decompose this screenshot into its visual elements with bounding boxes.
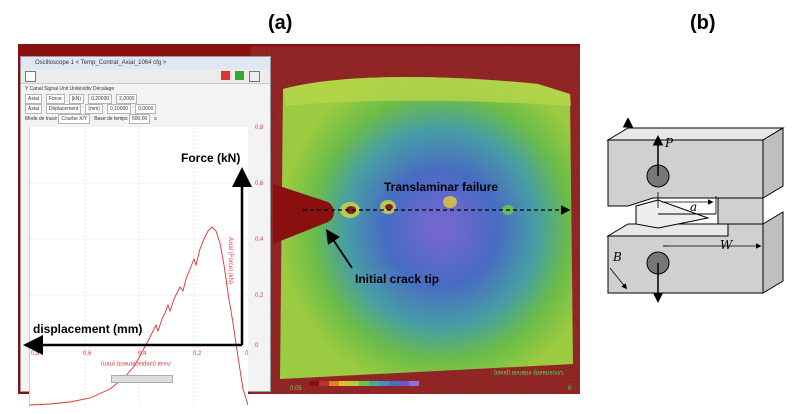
channel-y-row[interactable]: Axial Force (kN) 0,20000 2,0000 [25,94,141,104]
panel-label-a: (a) [268,12,293,34]
translaminar-annotation: Translaminar failure [384,180,499,194]
label-w: W [720,238,733,252]
channel-x-row[interactable]: Axial Déplacement (mm) 0,10000 0,0000 [25,104,160,114]
oscilloscope-window: Oscilloscope 1 < Temp_Contrat_Axial_1064… [20,56,271,407]
x-tick-label: 0,4 [138,351,147,357]
crack-tip-annotation: Initial crack tip [355,272,440,286]
label-p: P [665,136,674,150]
x-tick-label: 0,2 [193,351,202,357]
plot-mode-row[interactable]: Mode de tracé Courbe X/Y Base de temps 50… [25,114,157,124]
xy-plot-area [29,127,248,407]
window-title: Oscilloscope 1 < Temp_Contrat_Axial_1064… [21,57,270,69]
toolbar-play-icon[interactable] [235,71,244,80]
panel-label-b: (b) [690,12,716,34]
window-toolbar [21,69,270,84]
channel-header-row: Y Canal Signal Unit Unités/div Décalage [25,86,115,92]
colorbar-left-label: 0.05 [290,386,302,392]
colorbar-right-label: 0 [568,386,572,392]
label-a: a [690,200,698,214]
y-tick-label: 0,8 [255,125,264,131]
force-annotation: Force (kN) [181,151,241,165]
x-tick-label: 0 [245,351,249,357]
dic-colorbar [309,381,419,386]
label-b: B [613,250,622,264]
compact-tension-schematic [606,118,785,303]
x-tick-label: 0,6 [83,351,92,357]
displacement-annotation: displacement (mm) [33,322,143,336]
toolbar-zoom-icon[interactable] [249,71,260,82]
force-displacement-curve [30,226,248,406]
horizontal-scrollbar[interactable] [111,375,173,383]
y-tick-label: 0 [255,343,259,349]
y-tick-label: 0,2 [255,293,264,299]
toolbar-grid-icon[interactable] [25,71,36,82]
y-tick-label: 0,6 [255,181,264,187]
toolbar-record-icon[interactable] [221,71,230,80]
y-tick-label: 0,4 [255,237,264,243]
